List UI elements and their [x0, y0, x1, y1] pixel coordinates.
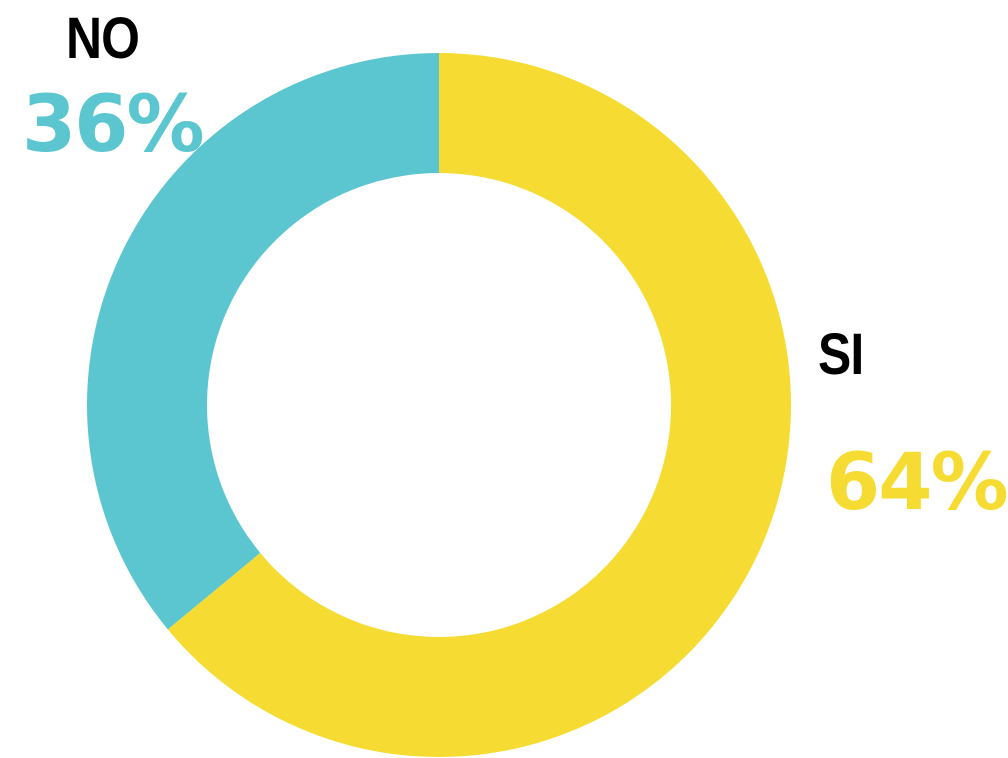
slice-label-si: SI — [818, 322, 864, 387]
slice-si — [167, 53, 791, 758]
slice-no — [87, 53, 440, 630]
slice-value-no: 36% — [22, 80, 205, 170]
slice-value-si: 64% — [826, 438, 1008, 528]
slice-label-no: NO — [66, 6, 140, 71]
